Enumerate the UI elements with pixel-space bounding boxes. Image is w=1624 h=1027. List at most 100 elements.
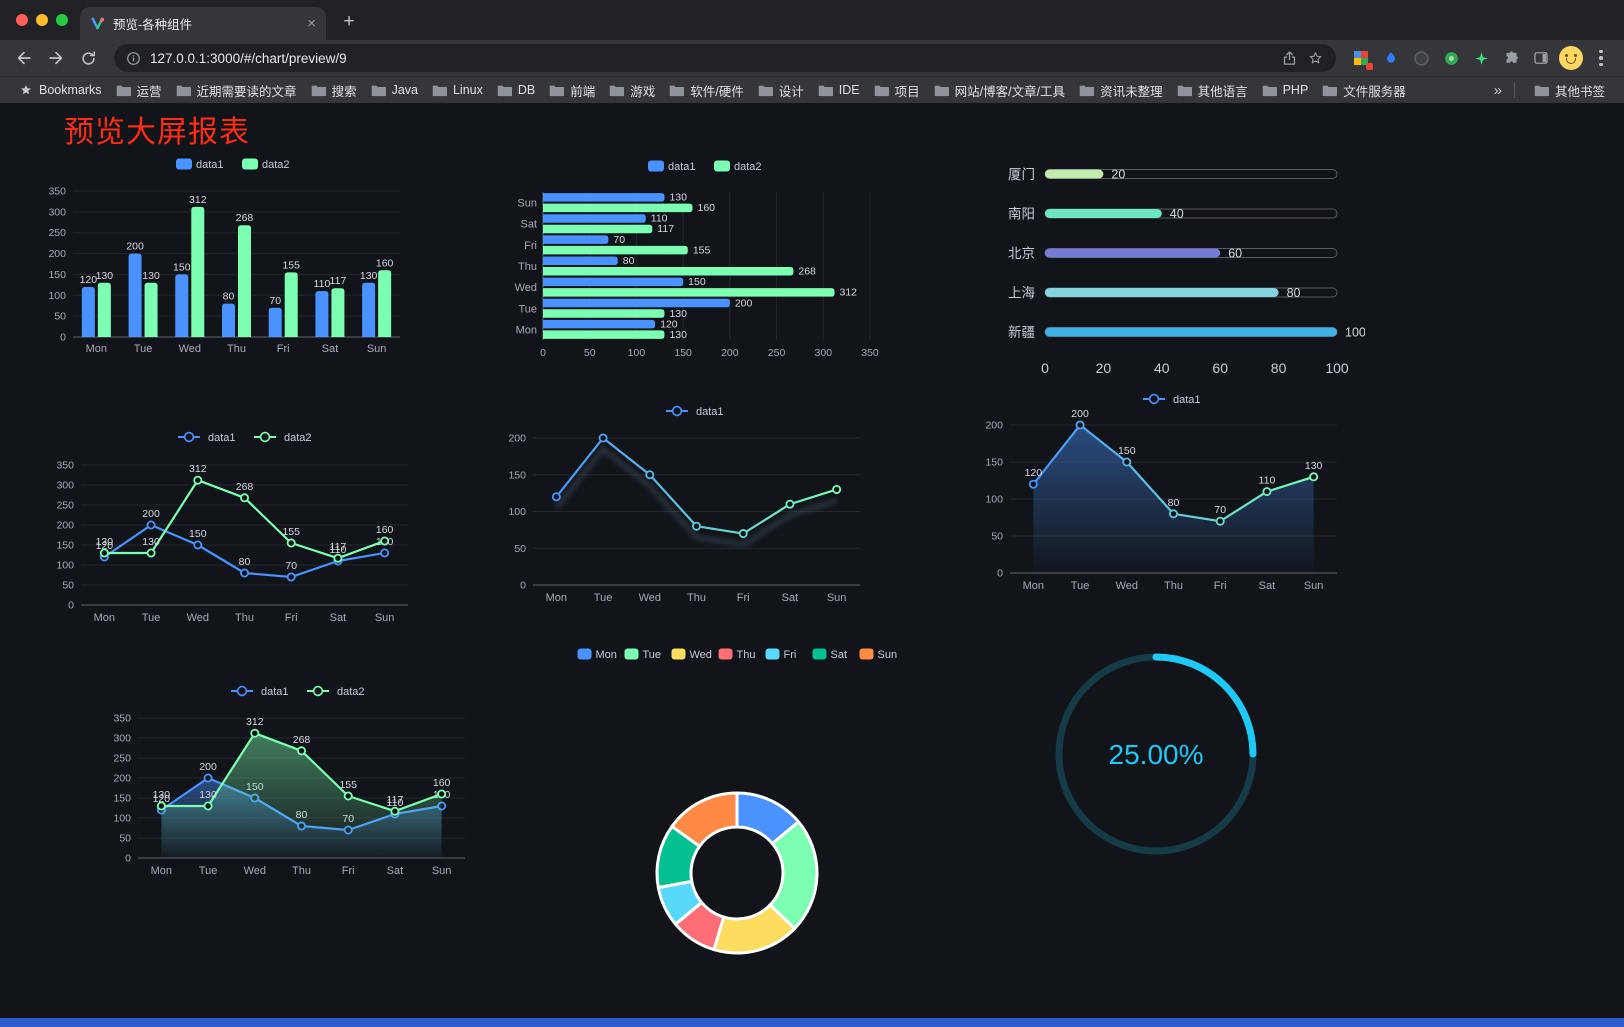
svg-text:350: 350: [48, 186, 66, 198]
hbar-canvas: data1 data2 0 50 100 150 200 250 300 350 Sun 130 160…: [515, 160, 879, 359]
bookmark-folder[interactable]: 近期需要读的文章: [169, 79, 304, 102]
bookmark-folder[interactable]: 文件服务器: [1315, 79, 1413, 102]
bookmarks-overflow-chevron[interactable]: »: [1493, 81, 1502, 99]
bookmark-folder[interactable]: 其他语言: [1170, 79, 1255, 102]
address-bar[interactable]: 127.0.0.1:3000/#/chart/preview/9: [114, 44, 1336, 72]
folder-icon: [758, 85, 773, 96]
folder-icon: [874, 85, 889, 96]
svg-text:130: 130: [669, 308, 687, 320]
svg-text:130: 130: [669, 329, 687, 341]
svg-text:Sat: Sat: [831, 649, 848, 661]
line-canvas: data1 data2 0 50 100 150 200 250 300 350 Mon Tue Wed…: [56, 432, 408, 624]
bookmark-folder[interactable]: 搜索: [304, 79, 364, 102]
svg-text:70: 70: [269, 295, 281, 307]
svg-text:80: 80: [1271, 360, 1287, 376]
folder-icon: [670, 85, 685, 96]
svg-text:40: 40: [1154, 360, 1170, 376]
share-icon[interactable]: [1281, 50, 1298, 67]
folder-icon: [497, 85, 512, 96]
folder-icon: [1323, 85, 1338, 96]
svg-text:100: 100: [1345, 326, 1365, 340]
svg-text:50: 50: [62, 580, 74, 592]
bookmark-folder-label: 设计: [778, 84, 804, 99]
site-info-icon[interactable]: [126, 51, 141, 66]
bookmark-folder[interactable]: 项目: [867, 79, 927, 102]
bookmark-folder[interactable]: 网站/博客/文章/工具: [927, 79, 1072, 102]
svg-text:data1: data1: [208, 432, 236, 444]
extension-icon-colorful[interactable]: [1348, 45, 1374, 71]
side-panel-icon[interactable]: [1528, 45, 1554, 71]
browser-tab[interactable]: 预览-各种组件 ×: [80, 7, 326, 40]
bookmark-folder[interactable]: DB: [490, 81, 542, 99]
svg-text:Sun: Sun: [517, 198, 537, 210]
svg-text:300: 300: [56, 480, 74, 492]
svg-text:160: 160: [697, 202, 715, 214]
svg-text:20: 20: [1111, 168, 1125, 182]
svg-text:Mon: Mon: [516, 324, 537, 336]
svg-text:Tue: Tue: [134, 343, 153, 355]
bookmark-folder[interactable]: IDE: [811, 81, 867, 99]
folder-icon: [311, 85, 326, 96]
folder-icon: [432, 85, 447, 96]
svg-text:130: 130: [96, 536, 114, 548]
window-close-button[interactable]: [16, 14, 28, 26]
bookmark-folder[interactable]: 游戏: [602, 79, 662, 102]
svg-text:120: 120: [1025, 467, 1043, 479]
extension-icon-green-circle[interactable]: [1438, 45, 1464, 71]
svg-text:150: 150: [508, 469, 526, 481]
extension-icon-green-star[interactable]: [1468, 45, 1494, 71]
folder-icon: [934, 85, 949, 96]
extension-icon-blue-drop[interactable]: [1378, 45, 1404, 71]
svg-text:150: 150: [1118, 445, 1136, 457]
new-tab-button[interactable]: +: [343, 11, 355, 32]
svg-text:117: 117: [387, 794, 404, 806]
svg-text:data2: data2: [262, 159, 290, 171]
svg-text:300: 300: [113, 733, 131, 745]
svg-text:268: 268: [236, 481, 254, 493]
bookmark-folder[interactable]: 前端: [542, 79, 602, 102]
window-minimize-button[interactable]: [36, 14, 48, 26]
tab-strip: 预览-各种组件 × +: [0, 0, 1624, 40]
forward-button[interactable]: [42, 44, 70, 72]
reload-button[interactable]: [74, 44, 102, 72]
bookmark-folder[interactable]: 资讯未整理: [1072, 79, 1170, 102]
svg-text:200: 200: [1071, 408, 1089, 420]
other-bookmarks-label: 其他书签: [1554, 84, 1605, 99]
svg-text:Fri: Fri: [524, 240, 537, 252]
folder-icon: [1177, 85, 1192, 96]
bookmark-folder[interactable]: PHP: [1255, 81, 1316, 99]
svg-text:0: 0: [60, 332, 66, 344]
back-button[interactable]: [10, 44, 38, 72]
bookmark-folder[interactable]: Linux: [425, 81, 490, 99]
bookmarks-manager-item[interactable]: Bookmarks: [12, 81, 109, 99]
bookmark-folder[interactable]: 软件/硬件: [662, 79, 750, 102]
svg-text:新疆: 新疆: [1008, 325, 1035, 340]
browser-menu-icon[interactable]: [1588, 45, 1614, 71]
svg-text:200: 200: [126, 241, 144, 253]
extensions-puzzle-icon[interactable]: [1498, 45, 1524, 71]
bookmark-folder-label: 运营: [136, 84, 162, 99]
svg-text:250: 250: [56, 500, 74, 512]
folder-icon: [1534, 85, 1549, 96]
svg-text:155: 155: [282, 259, 300, 271]
svg-text:150: 150: [56, 540, 74, 552]
line-canvas: data1 0 50 100 150 200 Mon Tue Wed Thu Fri Sat Sun 12…: [985, 394, 1337, 592]
extension-icon-dark-circle[interactable]: [1408, 45, 1434, 71]
bookmark-folder-label: 其他语言: [1197, 84, 1248, 99]
svg-text:50: 50: [54, 311, 66, 323]
bookmark-folder[interactable]: Java: [364, 81, 425, 99]
url-text[interactable]: 127.0.0.1:3000/#/chart/preview/9: [150, 50, 347, 66]
bookmark-star-icon[interactable]: [1307, 50, 1324, 67]
svg-text:110: 110: [330, 544, 347, 556]
other-bookmarks-folder[interactable]: 其他书签: [1527, 79, 1612, 102]
horizontal-bar-chart: data1 data2 0 50 100 150 200 250 300 350 Sun 130 160…: [505, 153, 900, 368]
bookmark-folder[interactable]: 设计: [751, 79, 811, 102]
bookmark-folder[interactable]: 运营: [109, 79, 169, 102]
line-canvas: data1 0 50 100 150 200 Mon Tue Wed Thu Fri Sat Sun: [508, 406, 860, 604]
window-zoom-button[interactable]: [56, 14, 68, 26]
svg-text:Tue: Tue: [518, 303, 537, 315]
svg-text:Mon: Mon: [151, 865, 172, 877]
profile-avatar[interactable]: [1558, 45, 1584, 71]
line-chart-dual: data1 data2 0 50 100 150 200 250 300 350 Mon Tue Wed…: [42, 425, 445, 637]
tab-close-icon[interactable]: ×: [307, 15, 316, 32]
